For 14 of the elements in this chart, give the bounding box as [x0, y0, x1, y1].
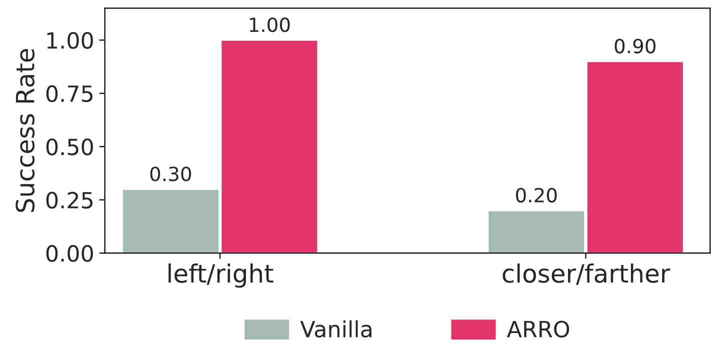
data-label: 1.00 — [250, 17, 290, 32]
y-axis-title: Success Rate — [16, 49, 35, 212]
data-label: 0.20 — [516, 188, 557, 203]
legend-label: ARRO — [506, 320, 570, 338]
x-tick-label: closer/farther — [502, 264, 670, 285]
y-tick-label: 0.00 — [46, 245, 93, 262]
y-tick-label: 1.00 — [47, 32, 93, 49]
data-label: 0.90 — [614, 38, 656, 54]
x-tick-label: left/right — [168, 264, 274, 288]
y-tick-label: 0.25 — [46, 192, 92, 209]
legend-label: Vanilla — [300, 320, 372, 338]
y-tick-label: 0.50 — [46, 138, 93, 156]
y-tick-label: 0.75 — [46, 85, 92, 102]
data-label: 0.30 — [150, 166, 192, 182]
